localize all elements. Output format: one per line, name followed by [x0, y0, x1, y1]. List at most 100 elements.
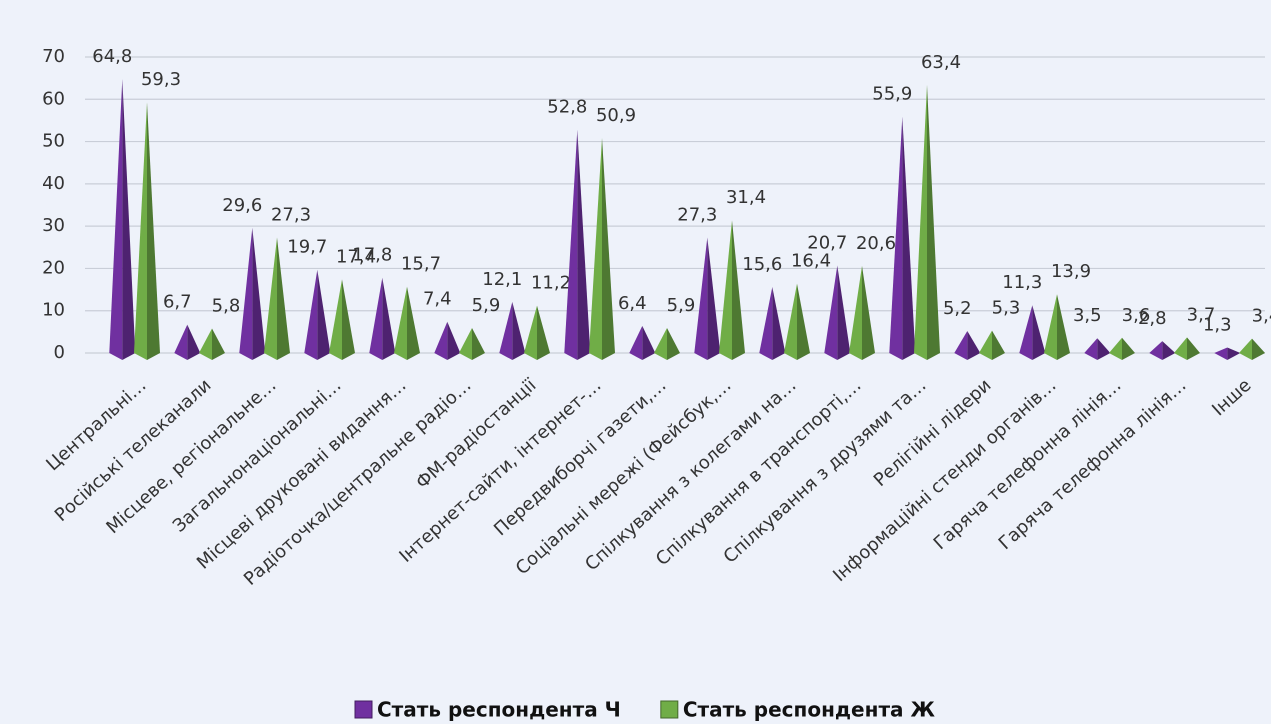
pyramid-bar [759, 287, 786, 360]
data-label: 27,3 [271, 205, 311, 226]
pyramid-bar [369, 277, 396, 360]
pyramid-face [954, 331, 968, 360]
pyramid-bar [264, 237, 290, 360]
pyramid-face [447, 321, 461, 360]
pyramid-face [109, 78, 123, 360]
x-tick-label: Радіоточка/центральне радіо… [240, 375, 476, 590]
data-label: 11,3 [1002, 272, 1042, 293]
pyramid-face [369, 277, 383, 360]
data-label: 5,9 [667, 295, 696, 316]
pyramid-face [1057, 294, 1070, 360]
data-label: 2,8 [1138, 308, 1167, 329]
y-tick-label: 30 [42, 215, 65, 236]
pyramid-bar [824, 265, 851, 360]
data-label: 6,4 [618, 293, 647, 314]
pyramid-face [1109, 337, 1122, 360]
pyramid-face [967, 331, 981, 360]
pyramid-bar [394, 286, 420, 360]
data-label: 20,6 [856, 233, 896, 254]
data-label: 64,8 [92, 46, 132, 67]
pyramid-face [914, 84, 927, 360]
pyramid-face [732, 220, 745, 360]
data-label: 63,4 [921, 52, 961, 73]
pyramid-face [707, 237, 721, 360]
pyramid-bar [1214, 347, 1241, 360]
legend-swatch [354, 700, 373, 719]
data-label: 20,7 [807, 232, 847, 253]
data-label: 11,2 [531, 273, 571, 294]
pyramid-face [212, 328, 225, 360]
pyramid-face [187, 324, 201, 360]
data-label: 16,4 [791, 251, 831, 272]
pyramid-face [264, 237, 277, 360]
pyramid-face [1122, 337, 1135, 360]
pyramid-bar [434, 321, 461, 360]
pyramid-face [394, 286, 407, 360]
pyramid-bar [914, 84, 940, 360]
pyramid-bar [459, 328, 485, 360]
pyramid-face [1187, 337, 1200, 360]
pyramid-face [849, 265, 862, 360]
pyramid-bar [954, 331, 981, 360]
pyramid-face [1227, 347, 1241, 360]
legend-label: Стать респондента Ч [377, 698, 621, 722]
pyramid-face [1174, 337, 1187, 360]
pyramid-face [577, 129, 591, 360]
pyramid-bar [979, 330, 1005, 360]
pyramid-face [889, 116, 903, 360]
pyramid-face [134, 102, 147, 360]
pyramid-face [304, 269, 318, 360]
pyramid-bar [1109, 337, 1135, 360]
pyramid-face [642, 325, 656, 360]
pyramid-face [654, 328, 667, 360]
pyramid-face [1162, 341, 1176, 360]
data-label: 29,6 [222, 195, 262, 216]
data-label: 3,6 [1122, 305, 1151, 326]
pyramid-bar [589, 137, 615, 360]
data-label: 5,2 [943, 298, 972, 319]
pyramid-bar [629, 325, 656, 360]
pyramid-face [1252, 338, 1265, 360]
pyramid-face [239, 227, 253, 360]
pyramid-face [472, 328, 485, 360]
data-label: 3,5 [1073, 305, 1102, 326]
data-label: 7,4 [423, 289, 452, 310]
pyramid-face [602, 137, 615, 360]
pyramid-face [979, 330, 992, 360]
pyramid-bar [1174, 337, 1200, 360]
pyramid-face [589, 137, 602, 360]
legend-item: Стать респондента Ж [660, 698, 935, 722]
pyramid-bar [889, 116, 916, 360]
pyramid-face [694, 237, 708, 360]
legend-swatch [660, 700, 679, 719]
pyramid-bar [1084, 338, 1111, 360]
pyramid-bar [784, 283, 810, 360]
pyramid-face [824, 265, 838, 360]
pyramid-bar [1044, 294, 1070, 360]
pyramid-bar [1019, 305, 1046, 360]
data-label: 1,3 [1203, 315, 1232, 336]
pyramid-bar [719, 220, 745, 360]
data-label: 3,7 [1187, 304, 1216, 325]
pyramid-face [629, 325, 643, 360]
pyramid-bar [239, 227, 266, 360]
pyramid-bar [654, 328, 680, 360]
pyramid-face [537, 305, 550, 360]
pyramid-face [122, 78, 136, 360]
data-label: 17,8 [352, 245, 392, 266]
pyramid-bar [174, 324, 201, 360]
data-label: 19,7 [287, 237, 327, 258]
y-tick-label: 40 [42, 173, 65, 194]
pyramid-bar [524, 305, 550, 360]
pyramid-face [772, 287, 786, 360]
data-label: 13,9 [1051, 261, 1091, 282]
pyramid-face [499, 301, 513, 360]
y-tick-label: 60 [42, 88, 65, 109]
pyramid-face [147, 102, 160, 360]
pyramid-face [992, 330, 1005, 360]
data-label: 5,8 [212, 295, 241, 316]
pyramid-face [927, 84, 940, 360]
pyramid-bar [1239, 338, 1265, 360]
data-label: 15,7 [401, 254, 441, 275]
pyramid-face [329, 279, 342, 360]
